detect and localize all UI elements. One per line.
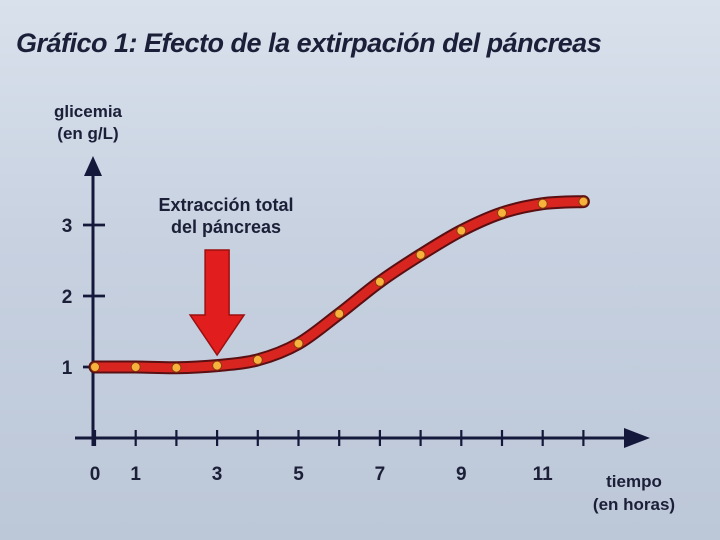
x-tick-label: 0 [90,464,101,485]
data-point [334,308,345,319]
annotation-text: del páncreas [171,217,281,237]
points [90,196,589,373]
x-tick-label: 3 [212,464,223,485]
data-point [415,249,426,260]
annotation-text: Extracción total [158,195,293,215]
x-tick-label: 9 [456,464,467,485]
x-tick-label: 1 [130,464,141,485]
x-tick-label: 7 [375,464,386,485]
data-point [374,276,385,287]
y-tick-label: 2 [62,287,73,308]
data-point [537,198,548,209]
data-point [497,207,507,218]
x-axis-arrowhead [624,428,650,448]
chart-title: Gráfico 1: Efecto de la extirpación del … [16,28,602,58]
data-point [456,225,467,236]
data-point [293,338,304,349]
y-tick-label: 3 [62,216,73,237]
glycemia-curve [90,197,588,373]
x-axis-title: tiempo [606,472,662,491]
data-point [130,362,141,372]
red-down-arrow-icon [188,249,246,357]
x-tick-label: 11 [533,464,554,485]
y-tick-label: 1 [62,358,73,379]
data-point [252,354,263,365]
y-axis-title: glicemia [54,102,123,121]
data-point [578,196,589,207]
data-point [90,362,100,372]
curve [88,195,590,375]
data-point [212,360,223,371]
x-tick-label: 5 [293,464,304,485]
y-axis-arrowhead [84,156,102,176]
data-point [171,362,182,373]
y-axis-title: (en g/L) [57,124,118,143]
axes [75,156,650,448]
ticks [83,223,585,446]
curve-outline [88,195,590,375]
x-axis-title: (en horas) [593,495,675,514]
